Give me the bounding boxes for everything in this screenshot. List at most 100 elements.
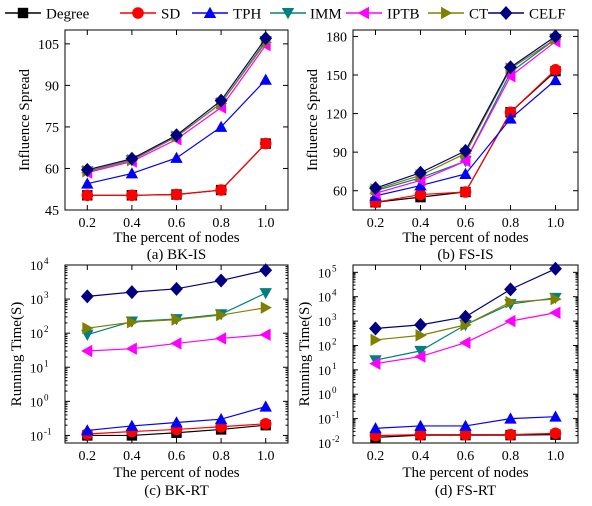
legend-marker — [281, 8, 295, 20]
x-axis-label: The percent of nodes — [113, 230, 239, 246]
data-point — [170, 337, 182, 350]
y-tick-label: 10 — [318, 338, 331, 353]
legend-label: IMM — [310, 7, 342, 23]
data-point — [505, 295, 517, 309]
legend-label: CT — [469, 7, 488, 23]
data-point — [369, 181, 382, 196]
data-point — [414, 179, 427, 191]
y-axis-label: Running Time(S) — [9, 302, 25, 407]
y-axis-label: Influence Spread — [305, 68, 321, 171]
data-point — [170, 128, 183, 143]
x-tick-label: 0.8 — [212, 449, 230, 464]
data-point — [414, 345, 427, 358]
legend-entry-degree: Degree — [5, 7, 90, 23]
series-imm — [369, 292, 562, 367]
data-point — [459, 309, 472, 324]
panel-caption: (a) BK-IS — [147, 247, 207, 263]
legend-label: Degree — [46, 7, 90, 23]
x-tick-label: 0.4 — [412, 216, 430, 231]
series-tph — [369, 410, 562, 434]
legend-marker — [132, 7, 144, 19]
x-tick-label: 1.0 — [257, 216, 275, 231]
x-tick-label: 0.4 — [123, 449, 141, 464]
x-axis-label: The percent of nodes — [113, 465, 239, 481]
legend-entry-sd: SD — [120, 7, 180, 23]
data-point — [414, 428, 427, 441]
y-tick-exponent: -2 — [332, 434, 340, 444]
y-tick-label: 10 — [30, 428, 43, 443]
y-tick-label: 180 — [326, 30, 347, 45]
legend-entry-celf: CELF — [488, 6, 566, 23]
legend-label: CELF — [529, 7, 566, 23]
data-point — [549, 64, 562, 76]
data-point — [370, 333, 382, 347]
y-tick-exponent: 4 — [44, 256, 49, 266]
legend-marker — [17, 7, 29, 19]
legend-entry-ct: CT — [428, 7, 488, 23]
data-point — [125, 419, 139, 431]
data-point — [259, 400, 272, 412]
series-tph — [81, 73, 272, 189]
data-point — [259, 417, 272, 430]
y-tick-exponent: 4 — [332, 288, 337, 298]
data-point — [549, 73, 562, 86]
data-point — [415, 329, 427, 342]
x-tick-label: 0.4 — [123, 216, 141, 231]
data-point — [459, 186, 472, 198]
series-line — [87, 37, 267, 171]
y-tick-label: 10 — [30, 258, 43, 273]
data-point — [214, 273, 228, 288]
series-imm — [81, 288, 272, 341]
data-point — [504, 314, 516, 328]
series-line — [87, 143, 267, 196]
data-point — [459, 167, 472, 179]
data-point — [259, 288, 272, 300]
data-point — [459, 428, 472, 441]
legend: Degree SD TPH IMM IPTB CT CELF — [5, 6, 566, 23]
y-tick-exponent: 0 — [332, 385, 337, 395]
data-point — [214, 332, 227, 345]
data-point — [504, 106, 517, 119]
x-tick-label: 0.8 — [212, 216, 230, 231]
data-point — [126, 315, 139, 329]
data-point — [126, 189, 138, 202]
data-point — [459, 336, 471, 349]
x-tick-label: 0.6 — [457, 449, 475, 464]
data-point — [259, 31, 273, 46]
data-point — [259, 137, 272, 150]
data-point — [504, 60, 517, 75]
series-sd — [81, 137, 272, 202]
legend-entry-tph: TPH — [192, 7, 262, 23]
data-point — [504, 428, 517, 441]
series-celf — [80, 31, 273, 177]
data-point — [81, 177, 94, 189]
data-point — [125, 285, 139, 300]
legend-entry-imm: IMM — [270, 7, 342, 23]
y-tick-label: 10 — [318, 387, 331, 402]
y-tick-label: 150 — [326, 69, 347, 84]
data-point — [80, 289, 94, 304]
x-tick-label: 0.2 — [79, 449, 97, 464]
y-tick-label: 10 — [318, 363, 331, 378]
x-tick-label: 0.8 — [502, 216, 520, 231]
data-point — [369, 422, 382, 434]
legend-label: SD — [161, 7, 180, 23]
data-point — [504, 282, 517, 297]
data-point — [459, 419, 472, 431]
series-celf — [369, 261, 562, 336]
data-point — [414, 165, 427, 180]
data-point — [549, 306, 561, 319]
series-line — [87, 292, 266, 336]
data-point — [170, 281, 183, 296]
data-point — [259, 73, 272, 85]
y-tick-label: 10 — [318, 436, 331, 451]
data-point — [414, 317, 427, 332]
y-tick-label: 45 — [45, 204, 59, 219]
data-point — [504, 412, 517, 424]
data-point — [504, 70, 516, 83]
series-tph — [81, 400, 272, 436]
x-tick-label: 0.2 — [367, 449, 385, 464]
data-point — [459, 154, 471, 168]
